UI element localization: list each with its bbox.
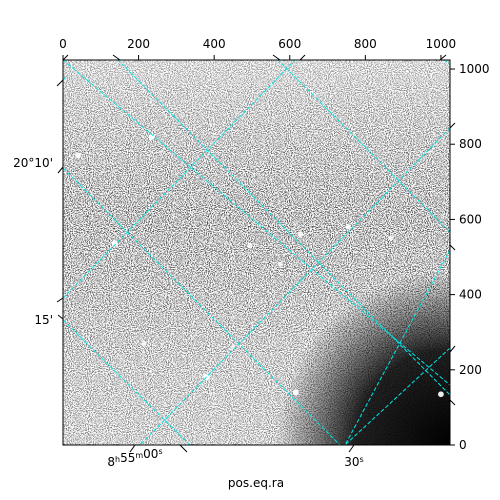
grid-line-7 <box>139 127 450 445</box>
source-4 <box>297 231 304 238</box>
coordinate-grid <box>63 60 450 445</box>
right-tick-label-5: 1000 <box>459 62 490 76</box>
top-tick-label-2: 400 <box>203 37 226 51</box>
image-plot-area <box>63 60 450 445</box>
right-tick-label-4: 800 <box>459 137 482 151</box>
grid-line-0 <box>63 60 450 386</box>
right-tick-label-2: 400 <box>459 288 482 302</box>
grid-line-1 <box>117 60 450 396</box>
dec-tick-label-0: 20°10' <box>13 156 53 170</box>
grid-line-6 <box>63 60 296 299</box>
dec-tick-label-1: 15' <box>34 313 53 327</box>
dark-corner-shading <box>63 60 450 445</box>
right-tick-label-1: 200 <box>459 363 482 377</box>
source-7 <box>247 243 253 249</box>
grid-line-5 <box>444 60 450 66</box>
top-tick-label-0: 0 <box>59 37 67 51</box>
top-tick-label-5: 1000 <box>426 37 457 51</box>
ra-tick-label-0: 8h55m00s <box>107 447 162 469</box>
grid-line-2 <box>63 167 341 445</box>
x-axis-label: pos.eq.ra <box>228 476 284 490</box>
right-axis-ticks: 0 200 400 600 800 1000 <box>450 62 490 452</box>
right-tick-label-3: 600 <box>459 212 482 226</box>
source-8 <box>75 152 81 159</box>
plot-frame <box>62 59 451 446</box>
source-10 <box>438 391 444 398</box>
grid-line-10 <box>63 74 69 81</box>
source-6 <box>388 235 394 241</box>
source-12 <box>230 344 236 350</box>
source-0 <box>111 240 118 247</box>
ra-tick-label-1: 30s <box>344 455 363 469</box>
grid-line-8 <box>344 249 450 445</box>
source-5 <box>345 224 352 230</box>
source-11 <box>141 341 147 346</box>
right-tick-label-0: 0 <box>459 438 467 452</box>
world-coordinate-labels: 8h55m00s 30s 20°10' 15' pos.eq.ra <box>13 156 364 490</box>
top-tick-label-3: 600 <box>278 37 301 51</box>
source-3 <box>292 389 299 396</box>
top-axis-ticks: 0 200 400 600 800 1000 <box>59 37 456 60</box>
top-tick-label-1: 200 <box>127 37 150 51</box>
top-tick-label-4: 800 <box>354 37 377 51</box>
world-ticks <box>56 54 456 453</box>
source-9 <box>277 262 283 267</box>
